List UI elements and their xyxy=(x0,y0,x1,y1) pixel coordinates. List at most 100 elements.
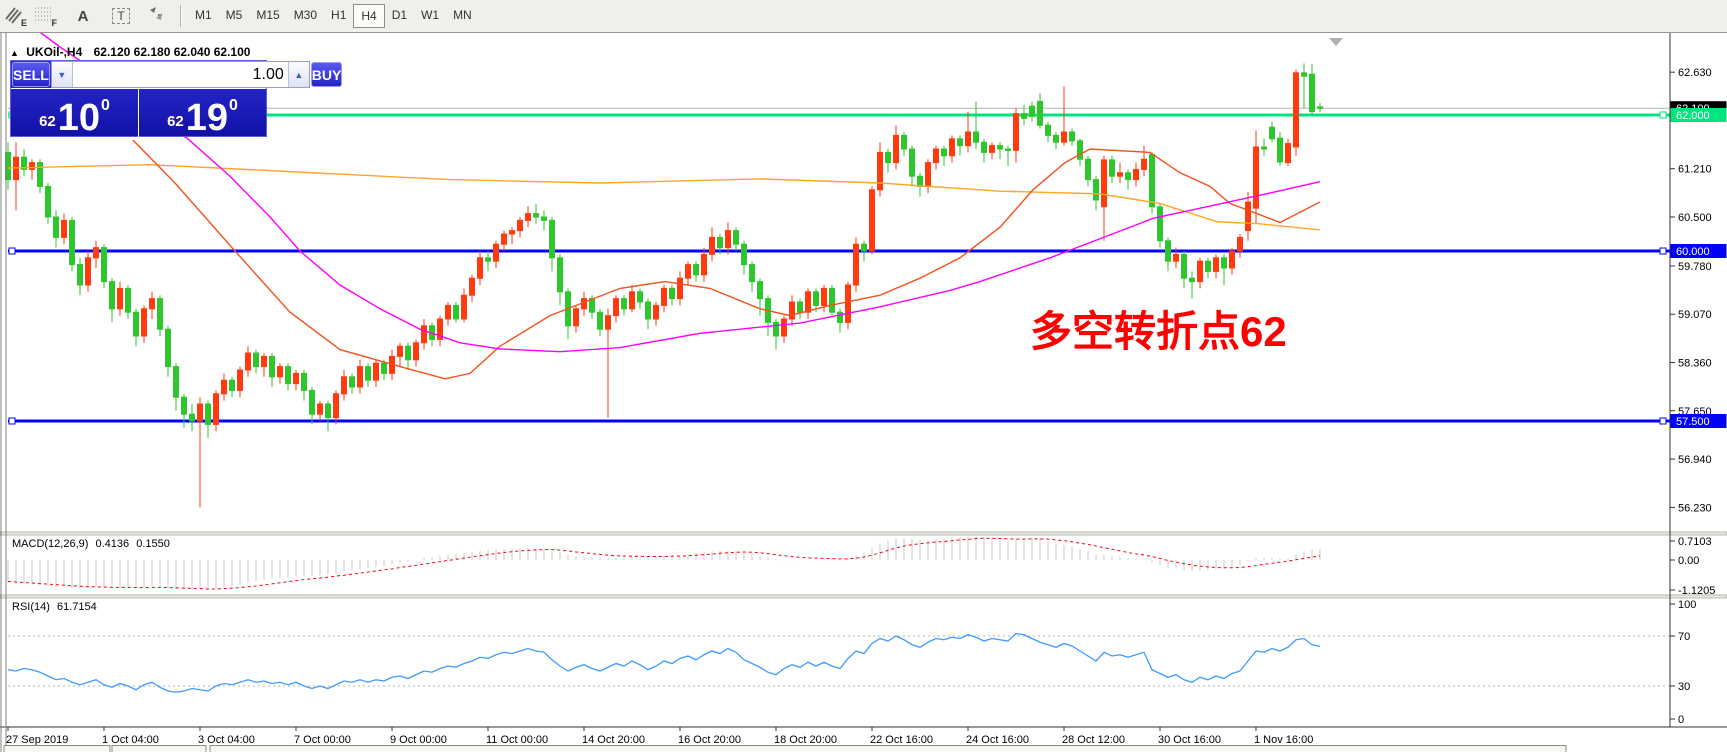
grid-objects-button[interactable]: F xyxy=(32,4,58,28)
timeframe-button-M15[interactable]: M15 xyxy=(256,8,280,22)
volume-decrease-button[interactable]: ▼ xyxy=(51,62,73,87)
candle-body xyxy=(1141,158,1147,170)
price-tick-label: 56.230 xyxy=(1678,502,1712,514)
candle-body xyxy=(573,308,579,327)
candle-body xyxy=(1293,72,1299,148)
trade-panel-top-row: SELL ▼ ▲ BUY xyxy=(11,61,343,88)
candle-body xyxy=(1205,260,1211,272)
panel-splitter-1[interactable] xyxy=(0,531,1727,536)
candle-body xyxy=(645,301,651,320)
candle-body xyxy=(245,352,251,371)
date-tick-label: 28 Oct 12:00 xyxy=(1062,734,1125,746)
sell-price-point: 0 xyxy=(101,97,110,114)
hline-57500-right-handle[interactable] xyxy=(1659,417,1667,425)
hline-62000-right-handle[interactable] xyxy=(1659,111,1667,119)
candle-body xyxy=(1237,236,1243,252)
candle-body xyxy=(469,277,475,296)
candle-body xyxy=(1285,143,1291,164)
statusbar-cell-2[interactable] xyxy=(111,745,207,752)
statusbar-cell-3[interactable] xyxy=(209,745,1567,752)
candle-body xyxy=(165,328,171,368)
hline-60000-right-handle[interactable] xyxy=(1659,247,1667,255)
candle-body xyxy=(477,257,483,279)
panel-splitter-2[interactable] xyxy=(0,594,1727,599)
text-label-tool-icon: T xyxy=(112,8,130,24)
candle-body xyxy=(317,403,323,415)
draw-objects-button[interactable]: E xyxy=(2,4,28,28)
candle-body xyxy=(1197,260,1203,283)
candle-body xyxy=(197,403,203,422)
timeframe-button-H4[interactable]: H4 xyxy=(353,4,385,28)
arrows-tool-button[interactable]: ▼ xyxy=(146,4,172,28)
candle-body xyxy=(741,243,747,266)
statusbar-cell-1[interactable] xyxy=(3,745,111,752)
macd-main-value: 0.4136 xyxy=(95,538,130,550)
candle-body xyxy=(301,372,307,391)
candle-body xyxy=(21,156,27,170)
candle-body xyxy=(101,247,107,283)
candle-body xyxy=(629,291,635,310)
candle-body xyxy=(349,376,355,388)
candle-body xyxy=(1317,106,1323,109)
volume-increase-button[interactable]: ▲ xyxy=(287,62,309,87)
candle-body xyxy=(77,264,83,286)
candle-body xyxy=(1109,159,1115,177)
candle-body xyxy=(941,148,947,157)
timeframe-button-D1[interactable]: D1 xyxy=(391,8,408,22)
candle-body xyxy=(517,219,523,232)
date-tick-label: 18 Oct 20:00 xyxy=(774,734,837,746)
hline-60000-left-handle[interactable] xyxy=(8,247,16,255)
candle-body xyxy=(285,366,291,385)
candle-body xyxy=(1037,100,1043,126)
candle-body xyxy=(669,287,675,300)
price-tick-label: 56.940 xyxy=(1678,454,1712,466)
timeframe-button-W1[interactable]: W1 xyxy=(421,8,440,22)
candle-body xyxy=(437,318,443,340)
toolbar: E F A T ▼ M1 M5 M15 M30 H1 H4 D1 W1 MN xyxy=(0,0,1727,33)
timeframe-button-H1[interactable]: H1 xyxy=(331,8,347,22)
timeframe-button-M5[interactable]: M5 xyxy=(225,8,243,22)
candle-body xyxy=(1269,126,1275,140)
candle-body xyxy=(965,131,971,147)
timeframe-button-M30[interactable]: M30 xyxy=(293,8,318,22)
candle-body xyxy=(365,366,371,381)
hline-57500-left-handle[interactable] xyxy=(8,417,16,425)
candle-body xyxy=(45,185,51,218)
volume-control: ▼ ▲ xyxy=(50,61,310,88)
candle-body xyxy=(749,264,755,283)
candle-body xyxy=(949,138,955,157)
price-badge-label: 62.000 xyxy=(1676,110,1710,122)
chart-text-annotation[interactable]: 多空转折点62 xyxy=(1030,308,1287,355)
sell-button[interactable]: SELL xyxy=(12,62,50,87)
candle-body xyxy=(1277,137,1283,163)
candle-body xyxy=(53,216,59,238)
text-label-tool-button[interactable]: T xyxy=(108,4,134,28)
candle-body xyxy=(1253,146,1259,209)
buy-button[interactable]: BUY xyxy=(310,62,343,87)
price-badge-62.000 xyxy=(1670,108,1727,122)
candle-body xyxy=(877,151,883,191)
candle-body xyxy=(61,219,67,238)
candle-body xyxy=(173,366,179,398)
symbol-marker-icon: ▲ xyxy=(10,48,19,58)
chart-shift-arrow-icon xyxy=(1329,38,1343,46)
candle-body xyxy=(1149,153,1155,208)
timeframe-button-MN[interactable]: MN xyxy=(453,8,472,22)
candle-body xyxy=(1069,131,1075,142)
one-click-trade-panel: SELL ▼ ▲ BUY 62 10 0 62 19 0 xyxy=(10,60,343,137)
chart-title: ▲ UKOil-,H4 62.120 62.180 62.040 62.100 xyxy=(10,45,250,59)
candle-body xyxy=(1125,172,1131,181)
text-tool-button[interactable]: A xyxy=(70,4,96,28)
macd-label: MACD(12,26,9) 0.4136 0.1550 xyxy=(12,538,174,550)
buy-price[interactable]: 62 19 0 xyxy=(139,89,266,137)
candle-body xyxy=(381,362,387,374)
sell-price[interactable]: 62 10 0 xyxy=(11,89,139,137)
candle-body xyxy=(821,287,827,306)
rsi-line xyxy=(7,632,1321,693)
timeframe-button-M1[interactable]: M1 xyxy=(195,8,212,22)
date-tick-label: 30 Oct 16:00 xyxy=(1158,734,1221,746)
volume-input[interactable] xyxy=(72,62,288,87)
timeframe-button-group: M1 M5 M15 M30 H1 H4 D1 W1 MN xyxy=(188,4,479,28)
candle-body xyxy=(29,162,35,170)
candle-body xyxy=(1101,159,1107,208)
